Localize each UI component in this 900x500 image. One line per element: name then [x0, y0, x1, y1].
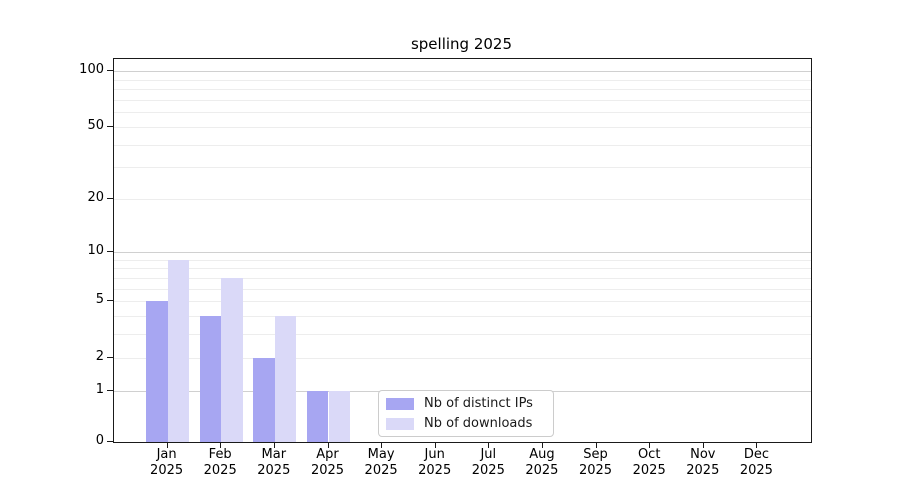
gridline-minor — [114, 112, 811, 114]
y-axis-tick — [107, 356, 113, 358]
legend-swatch-downloads — [386, 417, 414, 430]
y-axis-tick — [107, 300, 113, 302]
y-axis-tick — [107, 441, 113, 442]
x-axis-tick — [166, 442, 168, 448]
y-axis-label: 100 — [79, 62, 104, 78]
x-axis-label: Sep 2025 — [578, 447, 613, 478]
gridline-minor — [114, 259, 811, 261]
x-axis-label: Nov 2025 — [686, 447, 720, 478]
gridline-minor — [114, 144, 811, 146]
gridline-major — [114, 251, 811, 253]
chart-title: spelling 2025 — [410, 35, 513, 53]
y-axis-tick — [107, 250, 113, 252]
x-axis-label: Dec 2025 — [739, 447, 773, 478]
gridline-minor — [114, 288, 811, 290]
y-axis-label: 2 — [95, 348, 104, 364]
x-axis-label: Jun 2025 — [418, 447, 452, 478]
gridline-minor — [114, 268, 811, 270]
x-axis-tick — [649, 442, 651, 448]
y-axis-label: 20 — [87, 190, 104, 206]
gridline-minor — [114, 334, 811, 336]
x-axis-label: Mar 2025 — [257, 447, 291, 478]
bar-downloads — [274, 316, 297, 442]
x-axis-label: May 2025 — [364, 447, 398, 478]
x-axis-tick — [327, 442, 329, 448]
gridline-minor — [114, 316, 811, 317]
legend-item: Nb of distinct IPs — [386, 395, 553, 412]
x-axis-tick — [488, 442, 490, 448]
x-axis-label: Aug 2025 — [525, 447, 559, 478]
x-axis-tick — [702, 442, 704, 448]
x-axis-label: Jan 2025 — [150, 447, 184, 478]
bar-downloads — [167, 259, 189, 442]
bar-distinct-ips — [146, 301, 168, 442]
y-axis-tick — [107, 198, 113, 200]
gridline-minor — [114, 301, 811, 303]
y-axis-label: 50 — [87, 117, 104, 133]
legend-label-distinct-ips: Nb of distinct IPs — [424, 396, 533, 411]
x-axis-tick — [220, 442, 222, 448]
bar-distinct-ips — [199, 316, 222, 442]
legend-swatch-distinct-ips — [386, 397, 414, 410]
gridline-minor — [114, 277, 811, 279]
x-axis-label: Jul 2025 — [471, 447, 505, 478]
legend-item: Nb of downloads — [386, 415, 553, 432]
gridline-minor — [114, 167, 811, 169]
gridline-minor — [114, 89, 811, 91]
x-axis-tick — [434, 442, 436, 448]
x-axis-tick — [756, 442, 758, 448]
y-axis-tick — [107, 70, 113, 72]
y-axis-label: 0 — [95, 433, 104, 448]
x-axis-label: Apr 2025 — [310, 447, 345, 478]
x-axis-tick — [595, 442, 597, 448]
gridline-minor — [114, 79, 811, 81]
gridline-minor — [114, 357, 811, 359]
plot-area — [113, 58, 812, 443]
legend: Nb of distinct IPs Nb of downloads — [378, 390, 554, 437]
gridline-minor — [114, 100, 811, 101]
y-axis-label: 10 — [87, 242, 104, 258]
x-axis-label: Feb 2025 — [203, 447, 237, 478]
legend-label-downloads: Nb of downloads — [424, 416, 533, 431]
x-axis-tick — [381, 442, 383, 448]
bar-downloads — [328, 390, 350, 442]
gridline-major — [114, 71, 811, 73]
x-axis-tick — [273, 442, 275, 448]
y-axis-tick — [107, 125, 113, 127]
x-axis-tick — [541, 442, 543, 448]
x-axis-label: Oct 2025 — [632, 447, 666, 478]
y-axis-label: 5 — [95, 292, 104, 308]
y-axis-label: 1 — [95, 381, 104, 397]
gridline-minor — [114, 126, 811, 128]
y-axis-tick — [107, 389, 113, 391]
bar-downloads — [221, 277, 243, 442]
bar-distinct-ips — [253, 357, 275, 442]
gridline-minor — [114, 199, 811, 201]
bar-distinct-ips — [307, 390, 329, 442]
